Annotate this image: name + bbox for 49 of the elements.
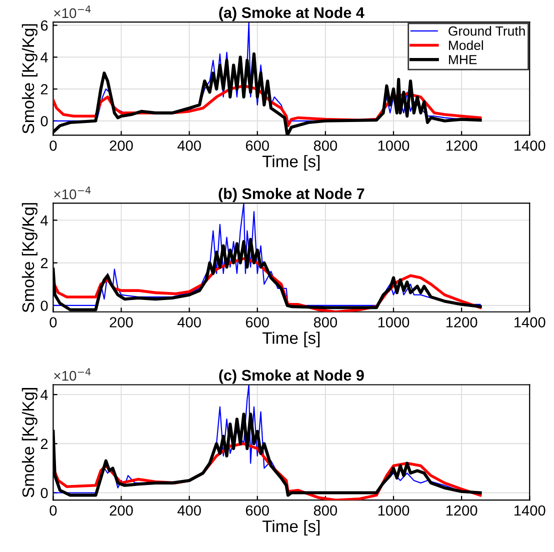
x-tick-label: 800 xyxy=(314,505,338,516)
y-tick-label: 4 xyxy=(40,215,48,226)
chart-title: (a) Smoke at Node 4 xyxy=(219,6,364,22)
y-tick-label: 4 xyxy=(40,52,48,62)
x-tick-label: 1400 xyxy=(514,505,546,516)
x-tick-label: 1200 xyxy=(446,317,478,328)
x-axis-title: Time [s] xyxy=(262,155,320,171)
legend-label: Model xyxy=(449,40,483,50)
text: ×10$^{−4}$ xyxy=(54,368,91,381)
x-tick-label: 1000 xyxy=(378,140,410,151)
text: ×10$^{−4}$ xyxy=(54,186,91,200)
x-tick-label: 400 xyxy=(177,140,201,151)
x-tick-label: 1400 xyxy=(514,317,546,328)
x-tick-label: 0 xyxy=(50,505,57,516)
y-axis-title: Smoke [Kg/Kg] xyxy=(22,203,38,312)
x-tick-label: 200 xyxy=(110,505,133,516)
x-tick-label: 200 xyxy=(110,317,133,328)
chart-title: (b) Smoke at Node 7 xyxy=(218,188,364,202)
chart-title: (c) Smoke at Node 9 xyxy=(219,370,364,384)
y-tick-label: 2 xyxy=(40,258,48,268)
y-tick-label: 0 xyxy=(40,488,48,498)
x-tick-label: 400 xyxy=(177,317,201,328)
y-tick-label: 6 xyxy=(40,20,48,31)
x-tick-label: 0 xyxy=(50,140,57,151)
x-tick-label: 1000 xyxy=(378,505,410,516)
x-tick-label: 600 xyxy=(246,140,269,151)
x-tick-label: 600 xyxy=(246,317,269,328)
y-axis-title: Smoke [Kg/Kg] xyxy=(22,388,38,498)
y-tick-label: 0 xyxy=(40,116,48,126)
x-tick-label: 0 xyxy=(50,317,57,328)
x-tick-label: 1200 xyxy=(446,505,478,516)
x-tick-label: 800 xyxy=(314,140,338,151)
y-tick-label: 4 xyxy=(40,390,48,400)
x-tick-label: 1400 xyxy=(514,140,546,151)
x-tick-label: 400 xyxy=(177,505,201,516)
x-tick-label: 800 xyxy=(314,317,338,328)
y-axis-title: Smoke [Kg/Kg] xyxy=(22,24,38,134)
y-tick-label: 0 xyxy=(40,300,48,311)
x-axis-title: Time [s] xyxy=(262,520,320,536)
x-tick-label: 1200 xyxy=(446,140,478,151)
y-tick-label: 2 xyxy=(40,84,48,94)
x-tick-label: 200 xyxy=(110,140,133,151)
x-tick-label: 1000 xyxy=(378,317,410,328)
legend-label: Ground Truth xyxy=(448,26,525,36)
y-tick-label: 2 xyxy=(40,438,48,449)
legend-label: MHE xyxy=(449,55,477,64)
x-axis-title: Time [s] xyxy=(262,332,320,348)
x-tick-label: 600 xyxy=(246,505,269,516)
text: ×10$^{−4}$ xyxy=(54,6,91,18)
